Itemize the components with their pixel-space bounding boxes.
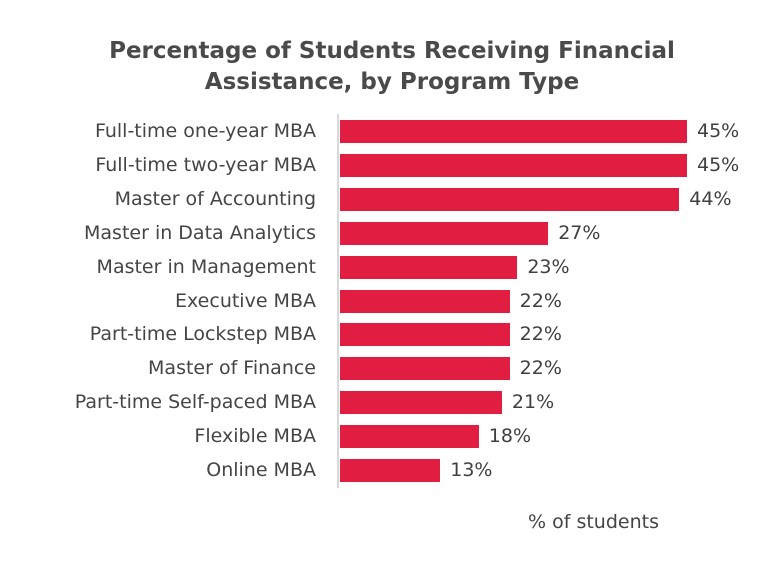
value-label: 44% xyxy=(689,187,732,210)
bar xyxy=(340,120,687,143)
chart-title-line-2: Assistance, by Program Type xyxy=(204,69,580,95)
category-label: Master in Management xyxy=(96,255,316,278)
bar-row: Master in Data Analytics 27% xyxy=(0,221,784,245)
bar xyxy=(340,323,510,347)
value-label: 45% xyxy=(697,120,740,142)
bar-row: Part-time Lockstep MBA 22% xyxy=(0,323,784,347)
category-label: Part-time Self-paced MBA xyxy=(74,391,316,414)
bar-row: Flexible MBA 18% xyxy=(0,425,784,449)
category-label: Master in Data Analytics xyxy=(84,221,316,244)
chart-title: Percentage of Students Receiving Financi… xyxy=(0,36,784,98)
bar xyxy=(340,425,479,449)
x-axis-label: % of students xyxy=(528,511,659,533)
value-label: 27% xyxy=(558,221,601,244)
chart-title-line-1: Percentage of Students Receiving Financi… xyxy=(109,38,675,64)
value-label: 22% xyxy=(519,357,562,380)
bar xyxy=(340,255,518,279)
value-label: 23% xyxy=(527,255,570,278)
category-label: Part-time Lockstep MBA xyxy=(89,323,316,346)
category-label: Full-time one-year MBA xyxy=(94,120,316,142)
bar xyxy=(340,289,510,313)
bar xyxy=(340,459,441,482)
bar-row: Master in Management 23% xyxy=(0,255,784,279)
category-label: Full-time two-year MBA xyxy=(95,153,316,176)
bar-row: Full-time one-year MBA 45% xyxy=(0,120,784,143)
bar-row: Master of Finance 22% xyxy=(0,357,784,381)
category-label: Master of Finance xyxy=(148,357,316,380)
bar xyxy=(340,153,687,177)
bar xyxy=(340,221,549,245)
bar-row: Full-time two-year MBA 45% xyxy=(0,153,784,177)
value-label: 13% xyxy=(450,459,493,481)
bar xyxy=(340,391,502,415)
value-label: 21% xyxy=(511,391,555,414)
bar-row: Part-time Self-paced MBA 21% xyxy=(0,391,784,415)
value-label: 22% xyxy=(519,289,562,312)
category-label: Executive MBA xyxy=(175,289,316,312)
bar-row: Executive MBA 22% xyxy=(0,289,784,313)
y-axis-line xyxy=(337,114,339,488)
value-label: 45% xyxy=(697,153,740,176)
bar-row: Online MBA 13% xyxy=(0,459,784,482)
bar-row: Master of Accounting 44% xyxy=(0,187,784,211)
category-label: Online MBA xyxy=(206,459,316,481)
category-label: Master of Accounting xyxy=(114,187,316,210)
bar xyxy=(340,357,510,381)
value-label: 22% xyxy=(519,323,562,346)
value-label: 18% xyxy=(488,425,532,448)
category-label: Flexible MBA xyxy=(194,425,316,448)
bar xyxy=(340,187,680,211)
